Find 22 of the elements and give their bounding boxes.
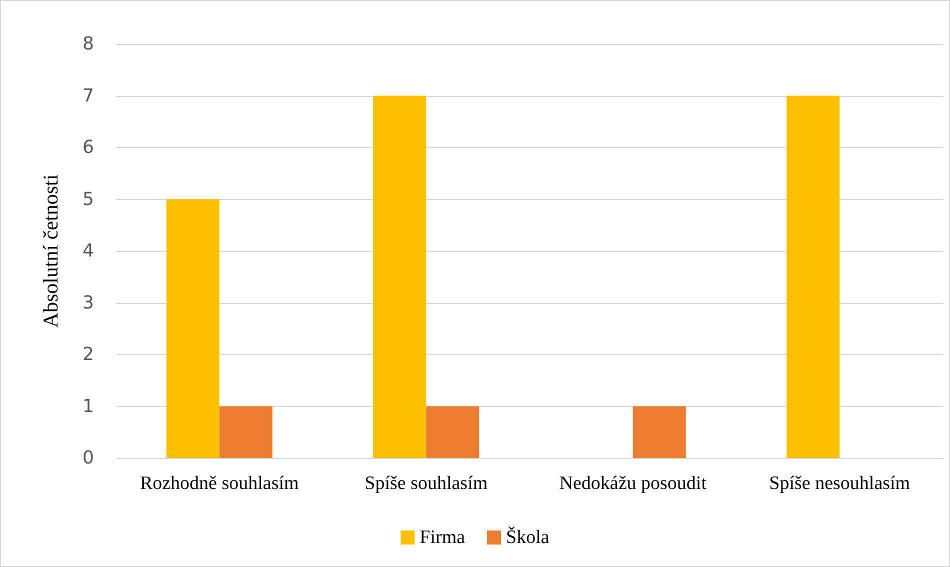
legend-label: Škola bbox=[506, 526, 550, 548]
x-tick-label: Nedokážu posoudit bbox=[559, 473, 708, 494]
y-tick-label: 6 bbox=[82, 137, 94, 158]
x-tick-label: Rozhodně souhlasím bbox=[140, 473, 300, 494]
y-tick-label: 7 bbox=[82, 85, 94, 106]
x-tick-label: Spíše nesouhlasím bbox=[769, 473, 910, 494]
bar bbox=[373, 96, 426, 458]
y-tick-label: 0 bbox=[82, 448, 94, 468]
legend-label: Firma bbox=[420, 527, 466, 548]
bar bbox=[632, 406, 686, 458]
y-tick-label: 2 bbox=[82, 344, 94, 365]
bar bbox=[219, 406, 272, 458]
y-axis-title: Absolutní četnosti bbox=[38, 174, 62, 328]
y-tick-label: 3 bbox=[82, 292, 94, 314]
y-tick-label: 1 bbox=[82, 396, 94, 417]
bar bbox=[786, 96, 840, 458]
y-tick-label: 8 bbox=[82, 34, 94, 54]
bar bbox=[166, 199, 220, 458]
x-tick-label: Spíše souhlasím bbox=[364, 473, 488, 494]
y-tick-label: 4 bbox=[82, 240, 94, 262]
y-tick-label: 5 bbox=[82, 188, 94, 210]
bar bbox=[426, 406, 480, 458]
